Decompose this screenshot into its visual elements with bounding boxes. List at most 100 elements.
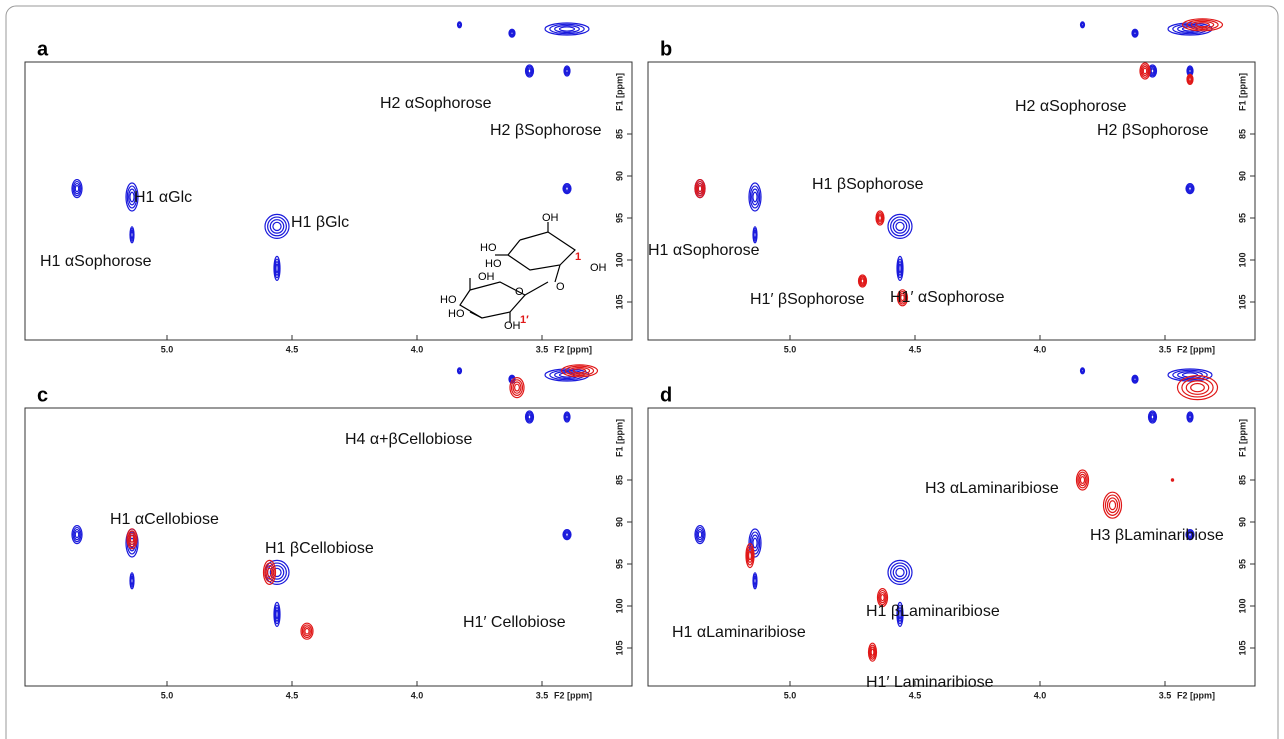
y-tick-label: 95 [614, 213, 624, 223]
peak-annotation: H1′ αSophorose [890, 289, 1005, 306]
structure-label: OH [504, 320, 521, 332]
peak-annotation: H1 βGlc [291, 214, 349, 231]
peak-contour [72, 180, 82, 197]
peak-contour [125, 182, 139, 212]
peak-contour [127, 530, 137, 548]
peak-contour [564, 412, 570, 422]
peak-contour [1187, 75, 1193, 83]
y-tick-label: 100 [614, 598, 624, 613]
peak-contour [1080, 23, 1085, 27]
peak-contour [697, 184, 703, 193]
peak-contour [544, 22, 590, 36]
peak-contour [897, 604, 903, 625]
peak-contour [301, 624, 313, 639]
peak-contour [748, 550, 752, 561]
peak-contour [563, 530, 571, 540]
peak-contour [1190, 382, 1205, 393]
peak-contour [695, 180, 705, 197]
bond [469, 311, 483, 319]
peak-contour [870, 648, 875, 656]
peak-contour [130, 231, 134, 239]
peak-contour [895, 221, 905, 232]
bond [554, 264, 561, 283]
peak-contour [558, 26, 576, 32]
peak-contour [1167, 368, 1213, 382]
peak-contour [1195, 22, 1210, 28]
peak-contour [508, 28, 516, 38]
panel: a 5.0 4.5 4.0 3.5 F2 [ppm] 85 90 95 100 105 F1 [ppm… [24, 21, 633, 354]
x-tick-label: 4.5 [286, 344, 299, 354]
peak-contour [564, 67, 570, 75]
panel-letter: a [37, 38, 49, 60]
peak-contour [128, 188, 136, 206]
peak-contour [275, 263, 279, 274]
peak-contour [896, 601, 904, 627]
peak-contour [879, 591, 886, 604]
peak-contour [877, 213, 883, 223]
peak-contour [1187, 531, 1193, 538]
peak-contour [875, 210, 885, 226]
peak-contour [1150, 68, 1155, 74]
peak-contour [72, 526, 82, 543]
peak-contour [71, 178, 83, 199]
peak-contour [751, 188, 759, 206]
x-tick-label: 4.0 [1034, 690, 1047, 700]
peak-contour [509, 29, 515, 37]
peak-contour [1186, 411, 1194, 423]
peak-annotation: H2 αSophorose [380, 95, 492, 112]
peak-contour [1187, 185, 1193, 192]
panel-letter: d [660, 384, 672, 406]
peak-annotation: H2 βSophorose [490, 122, 602, 139]
peak-contour [527, 414, 532, 420]
peak-annotation: H1 αCellobiose [110, 511, 219, 528]
y-tick-label: 105 [1237, 640, 1247, 655]
panel: c 5.0 4.5 4.0 3.5 F2 [ppm] 85 90 95 100 105 F1 [ppm… [24, 364, 633, 700]
peak-contour [1181, 377, 1214, 398]
peak-contour [272, 221, 282, 232]
peak-contour [1188, 186, 1192, 191]
peak-contour [1132, 376, 1138, 383]
peak-contour [457, 23, 462, 27]
peak-contour [694, 178, 706, 199]
y-tick-label: 90 [614, 171, 624, 181]
peak-contour [897, 258, 903, 279]
y-tick-label: 85 [614, 129, 624, 139]
x-axis-label: F2 [ppm] [1177, 344, 1215, 354]
peak-contour [858, 275, 867, 287]
x-tick-label: 5.0 [161, 690, 174, 700]
peak-contour [753, 577, 757, 585]
peak-contour [898, 290, 908, 305]
peak-contour [565, 532, 569, 537]
plot-area [647, 61, 1256, 341]
peak-contour [1185, 380, 1210, 395]
peak-contour [1190, 20, 1215, 29]
peak-contour [509, 377, 525, 399]
peak-contour [1140, 64, 1150, 78]
structure-label: O [515, 286, 524, 298]
peak-contour [126, 185, 138, 209]
peak-contour [525, 411, 534, 423]
peak-annotation: H4 α+βCellobiose [345, 431, 473, 448]
peak-contour [746, 545, 754, 566]
peak-contour [1133, 377, 1137, 382]
peak-contour [1131, 28, 1139, 38]
y-tick-label: 100 [1237, 598, 1247, 613]
peak-contour [512, 381, 522, 394]
peak-contour [876, 588, 889, 608]
peak-contour [1108, 500, 1117, 511]
peak-contour [753, 231, 757, 239]
peak-contour [562, 182, 572, 195]
y-tick-label: 90 [1237, 517, 1247, 527]
peak-contour [1080, 369, 1085, 373]
bond [524, 281, 549, 296]
peak-contour [867, 642, 878, 662]
y-tick-label: 90 [1237, 171, 1247, 181]
peak-contour [126, 528, 138, 550]
peak-contour [1176, 374, 1219, 401]
plot-area [24, 407, 633, 687]
peak-contour [694, 524, 706, 545]
x-axis-label: F2 [ppm] [554, 690, 592, 700]
peak-contour [892, 565, 908, 580]
peak-contour [524, 410, 535, 424]
peak-contour [695, 526, 705, 543]
